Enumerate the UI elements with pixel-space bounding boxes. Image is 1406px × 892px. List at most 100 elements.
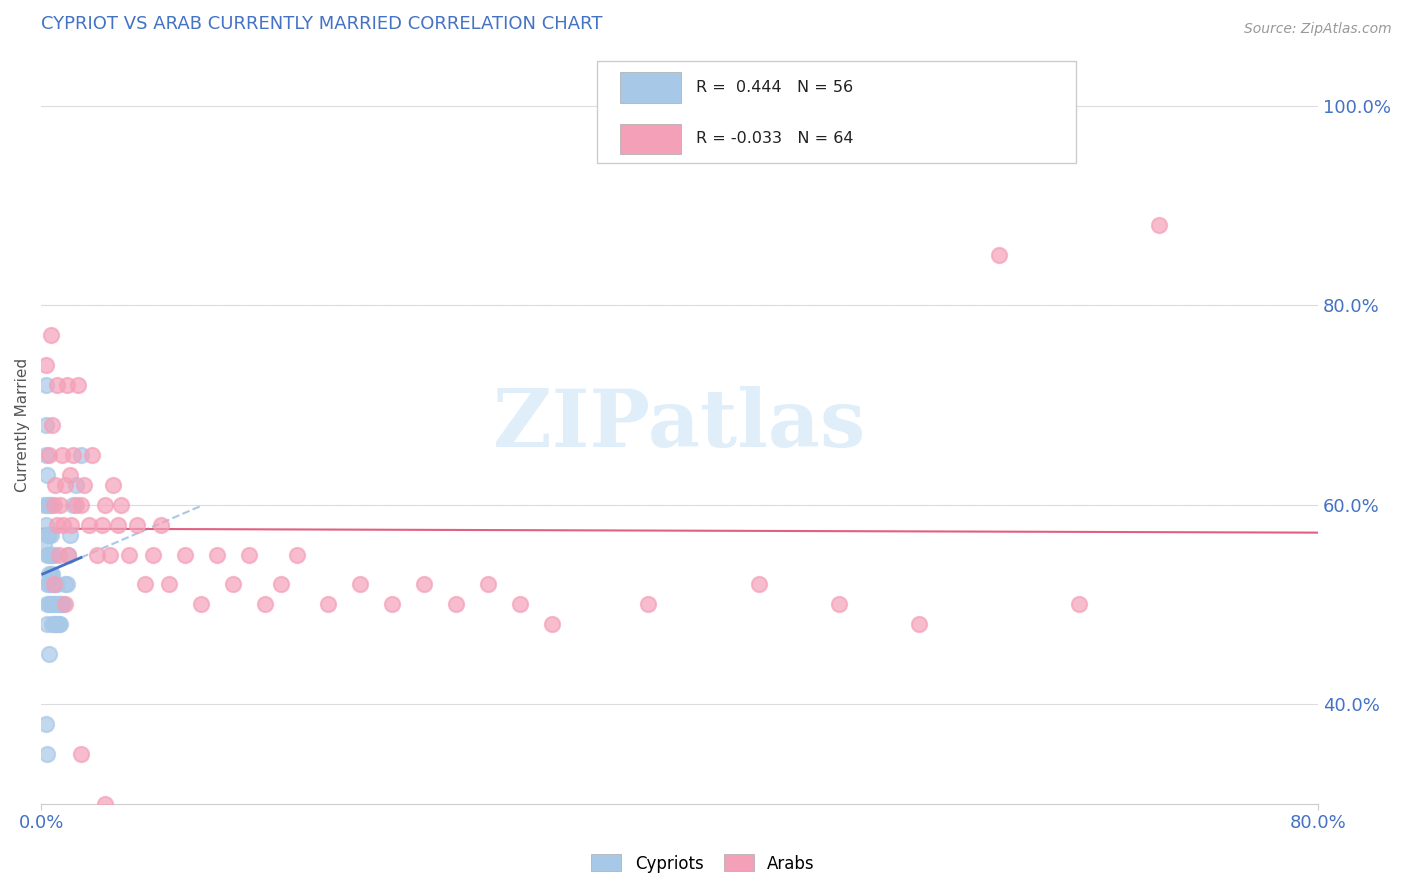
- Point: [42, 598, 65, 612]
- Point: [477, 577, 499, 591]
- Point: [318, 598, 340, 612]
- Point: [94, 498, 117, 512]
- Point: [51, 448, 73, 462]
- Point: [38, 498, 60, 512]
- Point: [35, 358, 58, 372]
- Point: [987, 248, 1010, 262]
- Point: [35, 448, 58, 462]
- Point: [35, 417, 58, 432]
- Point: [34, 498, 56, 512]
- Point: [55, 577, 77, 591]
- Point: [70, 498, 93, 512]
- Text: R = -0.033   N = 64: R = -0.033 N = 64: [696, 131, 853, 146]
- Point: [828, 598, 851, 612]
- Point: [39, 548, 62, 562]
- Point: [38, 448, 60, 462]
- Point: [349, 577, 371, 591]
- Point: [82, 448, 104, 462]
- Point: [149, 517, 172, 532]
- Point: [39, 567, 62, 582]
- Point: [70, 747, 93, 761]
- Point: [37, 498, 59, 512]
- Point: [77, 517, 100, 532]
- Point: [53, 598, 76, 612]
- Point: [35, 517, 58, 532]
- Point: [42, 498, 65, 512]
- Point: [58, 548, 80, 562]
- Point: [637, 598, 659, 612]
- Point: [101, 477, 124, 491]
- Point: [42, 617, 65, 632]
- Point: [49, 498, 72, 512]
- Point: [413, 577, 436, 591]
- Text: ZIPatlas: ZIPatlas: [494, 386, 866, 464]
- Point: [52, 598, 75, 612]
- Point: [134, 577, 156, 591]
- Text: CYPRIOT VS ARAB CURRENTLY MARRIED CORRELATION CHART: CYPRIOT VS ARAB CURRENTLY MARRIED CORREL…: [41, 15, 603, 33]
- Point: [98, 548, 121, 562]
- Point: [65, 498, 87, 512]
- Point: [444, 598, 467, 612]
- Point: [59, 527, 82, 541]
- Point: [44, 577, 66, 591]
- Point: [37, 467, 59, 482]
- Point: [118, 548, 141, 562]
- Point: [39, 328, 62, 343]
- Point: [38, 577, 60, 591]
- Point: [35, 378, 58, 392]
- Point: [70, 448, 93, 462]
- Point: [41, 417, 63, 432]
- Point: [42, 577, 65, 591]
- Point: [37, 577, 59, 591]
- Point: [541, 617, 564, 632]
- Point: [41, 548, 63, 562]
- Point: [44, 477, 66, 491]
- Point: [270, 577, 292, 591]
- Point: [49, 598, 72, 612]
- Point: [46, 517, 69, 532]
- Point: [59, 467, 82, 482]
- Point: [37, 598, 59, 612]
- Point: [58, 548, 80, 562]
- Point: [90, 517, 112, 532]
- Point: [107, 517, 129, 532]
- Point: [46, 617, 69, 632]
- Point: [39, 498, 62, 512]
- Point: [48, 548, 70, 562]
- Point: [381, 598, 404, 612]
- Point: [51, 598, 73, 612]
- Point: [39, 577, 62, 591]
- Point: [285, 548, 308, 562]
- Point: [110, 498, 132, 512]
- Y-axis label: Currently Married: Currently Married: [15, 358, 30, 491]
- Point: [46, 378, 69, 392]
- Point: [190, 598, 212, 612]
- Point: [48, 598, 70, 612]
- Point: [205, 548, 228, 562]
- Point: [55, 378, 77, 392]
- Point: [125, 517, 148, 532]
- Point: [509, 598, 531, 612]
- Point: [38, 648, 60, 662]
- Point: [908, 617, 931, 632]
- Point: [41, 567, 63, 582]
- Point: [37, 527, 59, 541]
- Point: [157, 577, 180, 591]
- Point: [38, 567, 60, 582]
- Point: [62, 498, 84, 512]
- Point: [39, 598, 62, 612]
- Text: Source: ZipAtlas.com: Source: ZipAtlas.com: [1244, 22, 1392, 37]
- Point: [142, 548, 165, 562]
- Point: [62, 448, 84, 462]
- Point: [41, 598, 63, 612]
- Point: [238, 548, 260, 562]
- Point: [73, 477, 96, 491]
- Point: [66, 378, 89, 392]
- FancyBboxPatch shape: [596, 61, 1076, 163]
- Point: [173, 548, 195, 562]
- Point: [37, 747, 59, 761]
- Point: [38, 527, 60, 541]
- FancyBboxPatch shape: [620, 72, 681, 103]
- Point: [34, 537, 56, 551]
- Point: [748, 577, 770, 591]
